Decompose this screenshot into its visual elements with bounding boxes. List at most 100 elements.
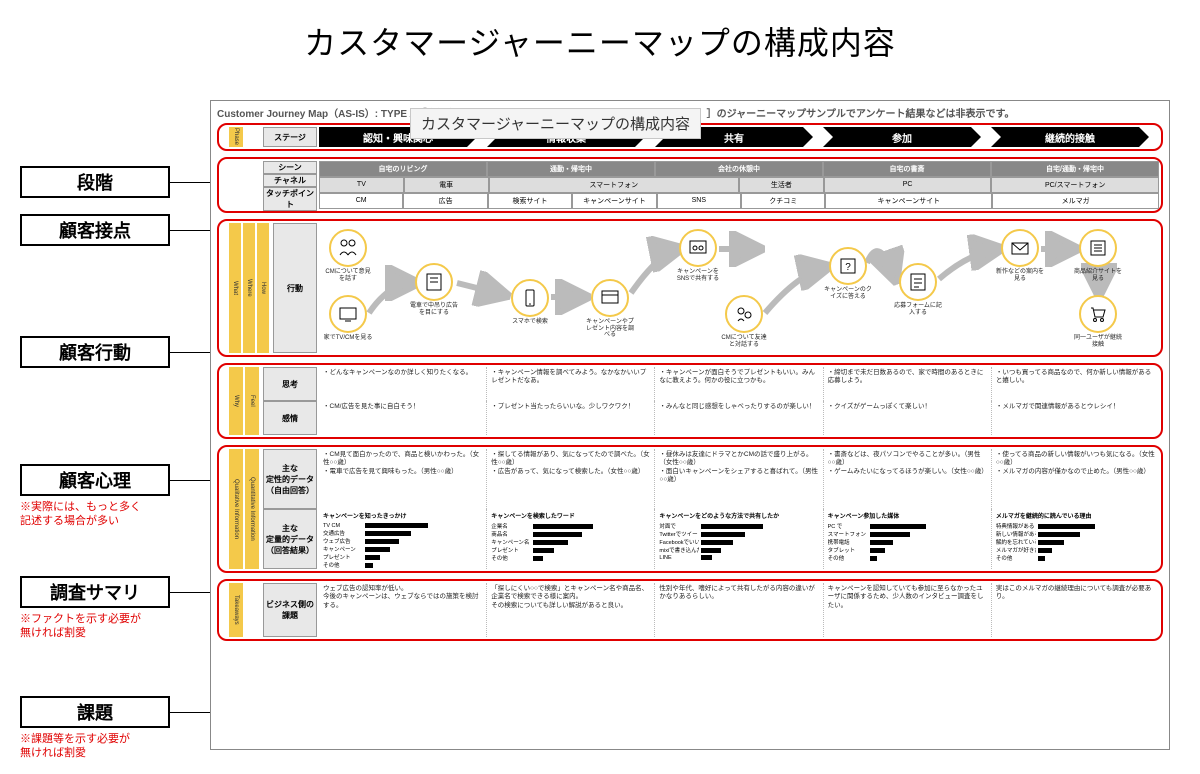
psych-cell: ・みんなと同じ感想をしゃべったりするのが楽しい！ [654,401,822,435]
action-caption: 応募フォームに記入する [893,303,943,316]
qual-cell: ・探してる情報があり、気になってたので調べた。（女性○○歳） ・広告があって、気… [486,449,654,509]
band-how: How [257,223,269,353]
row-label: 調査サマリ [20,576,170,608]
bar [701,532,744,537]
tooltip: カスタマージャーニーマップの構成内容 [410,108,701,139]
psych-cell: ・キャンペーン情報を調べてみよう。なかなかいいプレゼントだなあ。 [486,367,654,401]
action-canvas: CMについて意見を話す家でTV/CMを見る電車で中吊り広告を目にするスマホで検索… [319,223,1159,353]
action-icon [725,295,763,333]
rowlabel-qual: 主な 定性的データ （自由回答） [263,449,317,509]
psych-cell: ・クイズがゲームっぽくて楽しい！ [823,401,991,435]
action-caption: CMについて友達と対話する [719,335,769,348]
bar [533,548,554,553]
touch-cell: キャンペーンサイト [825,193,992,209]
psych-cell: ・CM/広告を見た事に自白そう！ [319,401,486,435]
action-icon [511,279,549,317]
rowlabel-scene: シーン [263,161,317,174]
section-issues: Takeaways ビジネス側の 課題 ウェブ広告の認知率が低い。 今後のキャン… [217,579,1163,641]
svg-text:?: ? [845,262,851,273]
bar [365,563,373,568]
action-icon [1079,295,1117,333]
page-title: カスタマージャーニーマップの構成内容 [0,0,1200,78]
rowlabel-issues: ビジネス側の 課題 [263,583,317,637]
action-caption: キャンペーンやプレゼント内容を調べる [585,319,635,339]
journey-map: Customer Journey Map（AS-IS）: TYPE A［会社名 … [210,100,1170,750]
issue-cell: ウェブ広告の認知率が低い。 今後のキャンペーンは、ウェブならではの施策を検討する… [319,583,486,637]
touch-cell: 検索サイト [488,193,572,209]
rowlabel-channel: チャネル [263,174,317,187]
touch-cell: 会社の休憩中 [655,161,823,177]
touch-cell: PC [824,177,992,193]
bar [1038,532,1080,537]
row-label-note: ※課題等を示す必要が 無ければ割愛 [20,732,180,761]
rowlabel-action: 行動 [273,223,317,353]
bar [533,556,543,561]
issue-cell: 「探しにくい○○で検索」とキャンペーン名や商品名、企業名で検索できる様に案内。 … [486,583,654,637]
psychology-cells: ・どんなキャンペーンなのか詳しく知りたくなる。・キャンペーン情報を調べてみよう。… [319,367,1159,435]
psych-cell: ・いつも買ってる商品なので、何か新しい情報があると嬉しい。 [991,367,1159,401]
row-label: 顧客心理 [20,464,170,496]
row-label: 顧客行動 [20,336,170,368]
action-caption: 新作などの案内を見る [995,269,1045,282]
bar [533,540,568,545]
touchpoint-grid: 自宅のリビング通勤・帰宅中会社の休憩中自宅の書斎自宅/通勤・帰宅中TV電車スマー… [319,161,1159,209]
band-what: What [229,223,241,353]
touch-cell: スマートフォン [489,177,739,193]
rowlabel-feel: 感情 [263,401,317,435]
band-takeaway: Takeaways [229,583,243,637]
action-icon [591,279,629,317]
touch-cell: 電車 [404,177,489,193]
qual-cell: ・書斎などは、夜パソコンでやることが多い。（男性○○歳） ・ゲームみたいになって… [823,449,991,509]
touch-cell: SNS [657,193,741,209]
bar [1038,548,1052,553]
action-icon [415,263,453,301]
rowlabel-touch: タッチポイント [263,187,317,211]
bar [533,524,593,529]
band-phase: Phase [229,127,243,147]
action-caption: CMについて意見を話す [323,269,373,282]
touch-cell: クチコミ [741,193,825,209]
bar [870,548,885,553]
rowlabel-quant: 主な 定量的データ （回答結果） [263,509,317,569]
quant-block: キャンペーンをどのような方法で共有したか対面でTwitterでツイートFaceb… [654,509,822,569]
bar [533,532,582,537]
action-icon [1001,229,1039,267]
section-touchpoint: シーン チャネル タッチポイント 自宅のリビング通勤・帰宅中会社の休憩中自宅の書… [217,157,1163,213]
action-caption: 家でTV/CMを見る [323,335,373,342]
bar [701,548,721,553]
action-caption: キャンペーンをSNSで共有する [673,269,723,282]
action-caption: キャンペーンのクイズに答える [823,287,873,300]
action-caption: 商品紹介サイトを見る [1073,269,1123,282]
touch-cell: PC/スマートフォン [991,177,1159,193]
rowlabel-stage: ステージ [263,127,317,147]
touch-cell: 生活者 [739,177,824,193]
action-icon [329,229,367,267]
section-action: What Where How 行動 CMについて意見を話す家で [217,219,1163,357]
band-feel: Feel [245,367,259,435]
bar [870,556,877,561]
bar [701,555,712,560]
rowlabel-think: 思考 [263,367,317,401]
row-label: 顧客接点 [20,214,170,246]
section-survey: Qualitative Information Quantitative Inf… [217,445,1163,573]
touch-cell: メルマガ [992,193,1159,209]
touch-cell: 自宅/通勤・帰宅中 [991,161,1159,177]
action-icon [329,295,367,333]
section-psychology: Why Feel 思考 感情 ・どんなキャンペーンなのか詳しく知りたくなる。・キ… [217,363,1163,439]
bar [1038,540,1065,545]
action-icon [1079,229,1117,267]
psych-cell: ・プレゼント当たったらいいな。少しワクワク！ [486,401,654,435]
psych-cell: ・どんなキャンペーンなのか詳しく知りたくなる。 [319,367,486,401]
psych-cell: ・キャンペーンが面白そうでプレゼントもいい。みんなに教えよう。何かの役に立つかも… [654,367,822,401]
stage-arrow: 継続的接触 [991,127,1149,147]
touch-cell: 自宅のリビング [319,161,487,177]
quant-block: キャンペーンを知ったきっかけTV CM交通広告ウェブ広告キャンペーンプレゼントそ… [319,509,486,569]
bar [365,539,399,544]
bar [701,524,763,529]
bar [365,555,380,560]
action-icon [899,263,937,301]
survey-cells: ・CM見て面白かったので、商品と検いかわった。（女性○○歳） ・電車で広告を見て… [319,449,1159,569]
touch-cell: 自宅の書斎 [823,161,991,177]
bar [365,523,428,528]
quant-block: キャンペーンを検索したワード企業名商品名キャンペーン名プレゼントその他 [486,509,654,569]
